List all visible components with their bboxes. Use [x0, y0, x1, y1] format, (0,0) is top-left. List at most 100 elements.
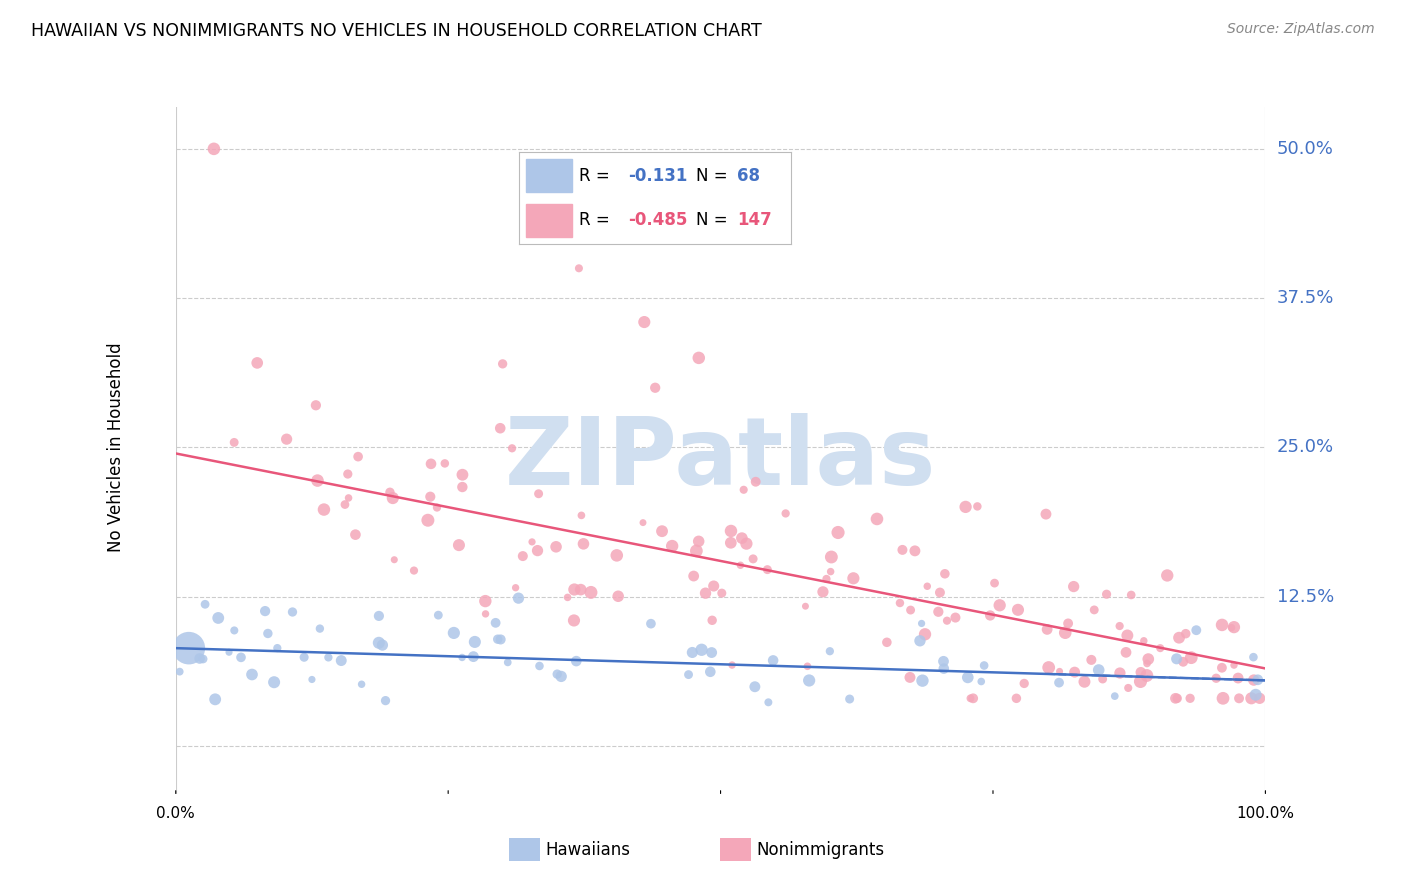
Point: [1156, 568, 1178, 582]
Point: [202, 142, 225, 156]
Point: [1211, 618, 1233, 632]
Point: [742, 552, 765, 566]
Point: [1180, 650, 1202, 665]
Text: Source: ZipAtlas.com: Source: ZipAtlas.com: [1227, 22, 1375, 37]
Point: [381, 491, 404, 505]
Point: [936, 614, 959, 628]
Point: [721, 658, 744, 673]
Point: [382, 553, 405, 567]
Point: [257, 626, 280, 640]
Point: [720, 524, 742, 538]
Point: [1247, 673, 1270, 687]
Point: [661, 539, 683, 553]
Point: [1047, 675, 1070, 690]
Point: [1104, 689, 1126, 703]
Point: [266, 641, 288, 656]
Point: [681, 645, 703, 659]
Point: [485, 615, 508, 630]
Point: [956, 670, 979, 684]
Point: [426, 500, 449, 515]
Text: R =: R =: [579, 167, 610, 185]
Point: [644, 381, 666, 395]
Point: [720, 536, 742, 550]
Point: [1174, 626, 1197, 640]
Point: [1173, 655, 1195, 669]
Point: [1249, 691, 1271, 706]
Bar: [526, 159, 572, 193]
Point: [1057, 616, 1080, 631]
Point: [169, 665, 191, 679]
Point: [688, 351, 710, 365]
Point: [367, 608, 389, 623]
Point: [1129, 674, 1152, 689]
Text: 50.0%: 50.0%: [1277, 140, 1333, 158]
Point: [730, 558, 752, 573]
Point: [1091, 672, 1114, 686]
Point: [1054, 625, 1077, 640]
Point: [1136, 668, 1159, 682]
Point: [988, 599, 1011, 613]
Point: [378, 485, 401, 500]
Point: [350, 677, 373, 691]
Point: [263, 675, 285, 690]
Text: 68: 68: [737, 167, 759, 185]
Point: [889, 596, 911, 610]
Text: 37.5%: 37.5%: [1277, 289, 1334, 307]
Point: [550, 669, 572, 683]
Point: [520, 535, 543, 549]
Point: [702, 613, 724, 627]
Point: [240, 667, 263, 681]
Point: [557, 591, 579, 605]
Point: [427, 608, 450, 623]
Point: [1223, 620, 1246, 634]
Point: [433, 457, 456, 471]
Point: [204, 692, 226, 706]
Point: [815, 572, 838, 586]
Point: [526, 543, 548, 558]
Point: [682, 569, 704, 583]
Point: [1080, 653, 1102, 667]
Point: [731, 531, 754, 545]
Point: [1205, 671, 1227, 685]
Point: [1211, 661, 1233, 675]
Point: [1227, 691, 1250, 706]
Point: [1063, 580, 1085, 594]
Point: [1038, 660, 1060, 674]
Point: [419, 490, 441, 504]
Point: [371, 638, 394, 652]
Point: [508, 591, 530, 606]
Text: 147: 147: [737, 211, 772, 229]
Point: [246, 356, 269, 370]
Bar: [526, 203, 572, 237]
Point: [344, 527, 367, 541]
Point: [1240, 691, 1263, 706]
Point: [416, 513, 439, 527]
Point: [1223, 658, 1246, 673]
Point: [305, 398, 328, 412]
Point: [633, 315, 655, 329]
Point: [177, 641, 200, 656]
Point: [908, 633, 931, 648]
Point: [744, 680, 766, 694]
Point: [492, 357, 515, 371]
Point: [678, 667, 700, 681]
Point: [1035, 507, 1057, 521]
Point: [229, 650, 252, 665]
Point: [347, 450, 370, 464]
Point: [191, 652, 214, 666]
Point: [307, 474, 329, 488]
Point: [451, 480, 474, 494]
Point: [955, 500, 977, 514]
Point: [917, 579, 939, 593]
Point: [703, 579, 725, 593]
Point: [820, 549, 842, 564]
Point: [1129, 665, 1152, 680]
Point: [796, 659, 818, 673]
Point: [1136, 657, 1159, 671]
Point: [447, 538, 470, 552]
Point: [562, 614, 585, 628]
Point: [688, 534, 710, 549]
Text: No Vehicles in Household: No Vehicles in Household: [107, 343, 125, 552]
Point: [1243, 673, 1265, 687]
Point: [1116, 628, 1139, 642]
